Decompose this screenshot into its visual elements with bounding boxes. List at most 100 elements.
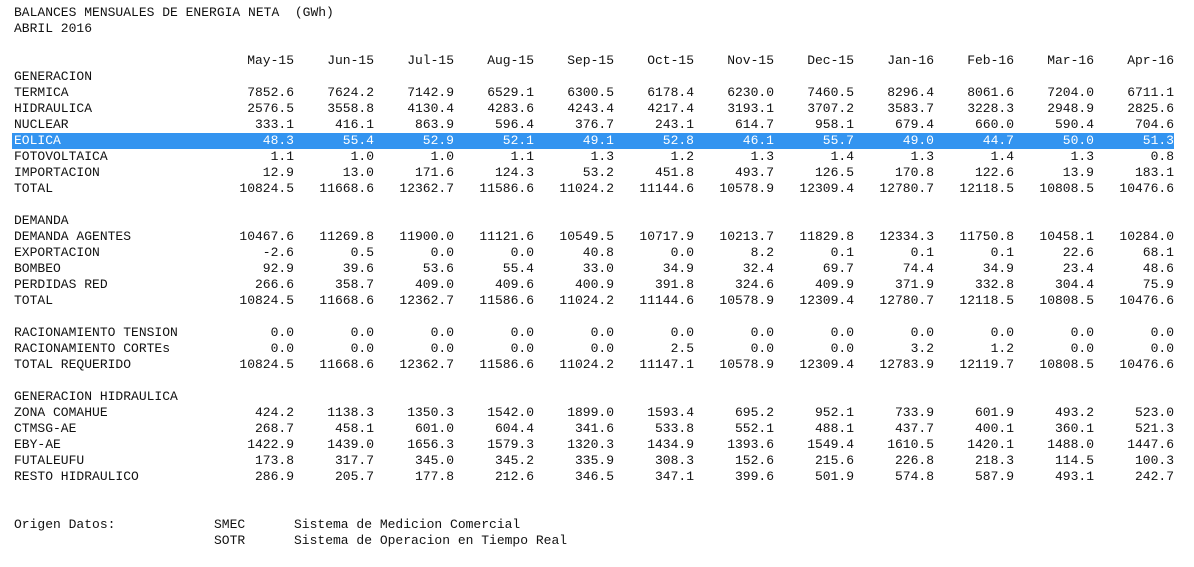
cell-value: 4217.4 — [647, 101, 694, 116]
cell-value: 11586.6 — [479, 357, 534, 372]
cell-value: 1.1 — [510, 149, 534, 164]
cell-value: 13.0 — [342, 165, 374, 180]
column-header: Mar-16 — [1047, 53, 1094, 68]
cell-value: 574.8 — [894, 469, 934, 484]
cell-value: 1.4 — [990, 149, 1014, 164]
cell-value: 1138.3 — [327, 405, 374, 420]
cell-value: 12119.7 — [959, 357, 1014, 372]
row-label: BOMBEO — [14, 261, 61, 276]
row-label: EXPORTACION — [14, 245, 100, 260]
cell-value: 451.8 — [654, 165, 694, 180]
cell-value: 8.2 — [750, 245, 774, 260]
cell-value: 1422.9 — [247, 437, 294, 452]
cell-value: 0.0 — [670, 245, 694, 260]
cell-value: 10808.5 — [1039, 357, 1094, 372]
cell-value: 205.7 — [334, 469, 374, 484]
cell-value: 0.8 — [1150, 149, 1174, 164]
cell-value: 50.0 — [1062, 133, 1094, 148]
cell-value: 1899.0 — [567, 405, 614, 420]
row-label: TOTAL REQUERIDO — [14, 357, 132, 372]
cell-value: 49.0 — [902, 133, 934, 148]
cell-value: 53.2 — [582, 165, 614, 180]
cell-value: 0.0 — [910, 325, 934, 340]
cell-value: 173.8 — [254, 453, 294, 468]
report-title: BALANCES MENSUALES DE ENERGIA NETA (GWh) — [14, 5, 334, 20]
cell-value: 0.0 — [510, 341, 534, 356]
cell-value: 53.6 — [422, 261, 454, 276]
cell-value: 0.1 — [990, 245, 1014, 260]
cell-value: 243.1 — [654, 117, 694, 132]
row-label: CTMSG-AE — [14, 421, 77, 436]
cell-value: 1.1 — [270, 149, 294, 164]
cell-value: 0.0 — [510, 245, 534, 260]
cell-value: 12309.4 — [799, 181, 854, 196]
cell-value: 1488.0 — [1047, 437, 1094, 452]
cell-value: 347.1 — [654, 469, 694, 484]
cell-value: 3193.1 — [727, 101, 774, 116]
cell-value: 12.9 — [262, 165, 294, 180]
cell-value: 44.7 — [982, 133, 1014, 148]
cell-value: 2948.9 — [1047, 101, 1094, 116]
cell-value: 124.3 — [494, 165, 534, 180]
cell-value: 590.4 — [1054, 117, 1094, 132]
cell-value: 3.2 — [910, 341, 934, 356]
cell-value: 10284.0 — [1119, 229, 1174, 244]
cell-value: 1420.1 — [967, 437, 1014, 452]
cell-value: 32.4 — [742, 261, 774, 276]
cell-value: 122.6 — [974, 165, 1014, 180]
row-label: ZONA COMAHUE — [14, 405, 108, 420]
cell-value: 400.9 — [574, 277, 614, 292]
cell-value: 69.7 — [822, 261, 854, 276]
cell-value: 12362.7 — [399, 357, 454, 372]
cell-value: 11829.8 — [799, 229, 854, 244]
cell-value: 152.6 — [734, 453, 774, 468]
cell-value: 74.4 — [902, 261, 934, 276]
cell-value: 333.1 — [254, 117, 294, 132]
cell-value: 0.1 — [910, 245, 934, 260]
cell-value: 523.0 — [1134, 405, 1174, 420]
cell-value: 308.3 — [654, 453, 694, 468]
cell-value: 11147.1 — [639, 357, 694, 372]
row-label: FUTALEUFU — [14, 453, 85, 468]
cell-value: 13.9 — [1062, 165, 1094, 180]
cell-value: 437.7 — [894, 421, 934, 436]
cell-value: 0.0 — [750, 325, 774, 340]
cell-value: 424.2 — [254, 405, 294, 420]
cell-value: 0.0 — [590, 325, 614, 340]
cell-value: 55.7 — [822, 133, 854, 148]
cell-value: 10824.5 — [239, 293, 294, 308]
cell-value: 1593.4 — [647, 405, 694, 420]
cell-value: 332.8 — [974, 277, 1014, 292]
cell-value: 34.9 — [662, 261, 694, 276]
cell-value: 0.0 — [830, 325, 854, 340]
cell-value: 391.8 — [654, 277, 694, 292]
column-header: Aug-15 — [487, 53, 534, 68]
cell-value: 33.0 — [582, 261, 614, 276]
cell-value: 48.3 — [262, 133, 294, 148]
cell-value: 92.9 — [262, 261, 294, 276]
cell-value: 171.6 — [414, 165, 454, 180]
row-label: TOTAL — [14, 181, 54, 196]
cell-value: 6300.5 — [567, 85, 614, 100]
cell-value: 0.0 — [750, 341, 774, 356]
row-label: HIDRAULICA — [14, 101, 93, 116]
footer-label: Origen Datos: — [14, 517, 116, 532]
cell-value: 55.4 — [502, 261, 534, 276]
cell-value: 48.6 — [1142, 261, 1174, 276]
column-header: Jun-15 — [327, 53, 374, 68]
cell-value: 493.7 — [734, 165, 774, 180]
cell-value: 12118.5 — [959, 293, 1014, 308]
report-subtitle: ABRIL 2016 — [14, 21, 93, 36]
row-label: RACIONAMIENTO CORTEs — [14, 341, 171, 356]
cell-value: 6529.1 — [487, 85, 534, 100]
row-label: DEMANDA AGENTES — [14, 229, 132, 244]
cell-value: 335.9 — [574, 453, 614, 468]
cell-value: 12780.7 — [879, 293, 934, 308]
cell-value: 6711.1 — [1127, 85, 1174, 100]
cell-value: 183.1 — [1134, 165, 1174, 180]
source-code: SOTR — [214, 533, 246, 548]
row-label: EBY-AE — [14, 437, 61, 452]
cell-value: 376.7 — [574, 117, 614, 132]
cell-value: 7204.0 — [1047, 85, 1094, 100]
cell-value: 11024.2 — [559, 293, 614, 308]
